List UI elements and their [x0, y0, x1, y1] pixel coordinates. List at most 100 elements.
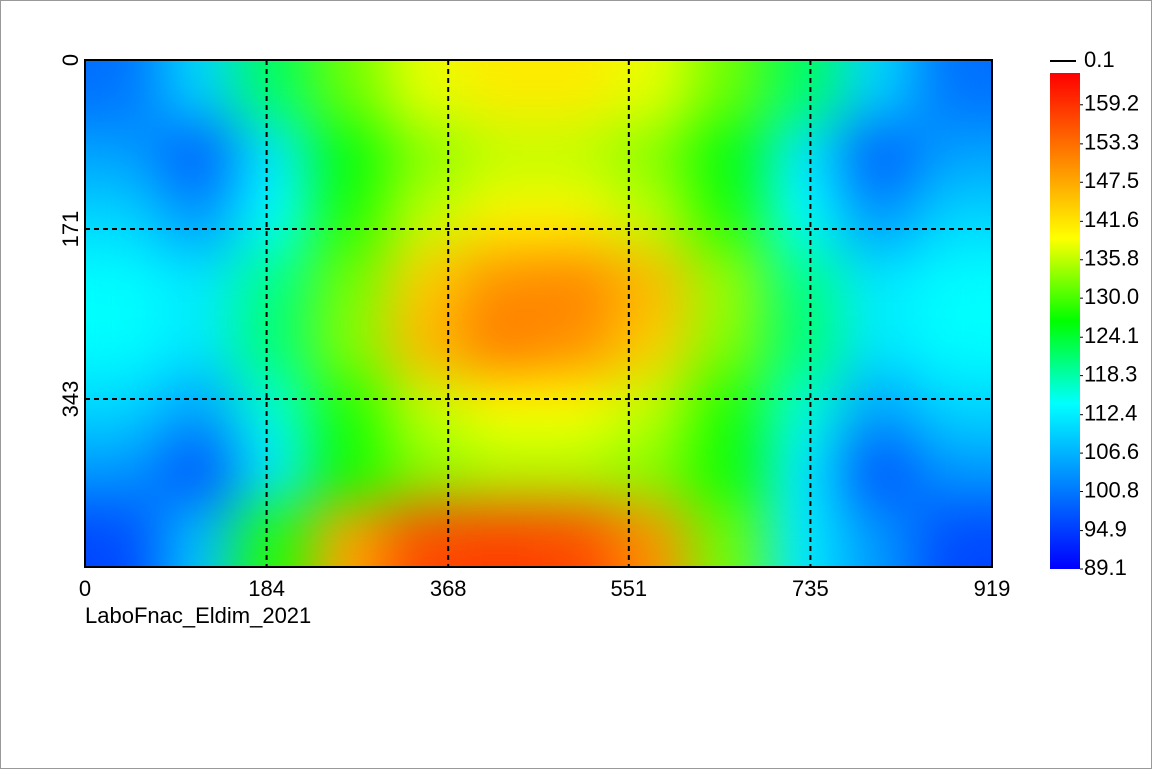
heat-cell — [689, 439, 766, 505]
heat-cell — [538, 376, 615, 441]
heat-cell — [915, 313, 992, 378]
heat-cell — [538, 439, 615, 505]
heat-cell — [85, 313, 162, 378]
heat-cell — [915, 249, 992, 314]
heat-cell — [538, 186, 615, 251]
heat-cell — [311, 186, 388, 251]
heat-cell — [613, 249, 691, 314]
colorbar-tick-label: 135.8 — [1084, 246, 1139, 271]
heat-cell — [840, 60, 917, 124]
heat-cell — [764, 313, 842, 378]
heat-cell — [235, 249, 313, 314]
colorbar-tick-label: 112.4 — [1084, 401, 1137, 426]
heat-cell — [538, 60, 615, 124]
heatmap-clip — [85, 60, 992, 567]
colorbar-tick-label: 141.6 — [1084, 207, 1139, 232]
heat-cell — [613, 313, 691, 378]
heat-cell — [160, 376, 237, 441]
heat-cell — [613, 376, 691, 441]
heat-cell — [386, 249, 464, 314]
heat-cell — [538, 503, 615, 567]
heat-cell — [764, 503, 842, 567]
heat-cell — [160, 122, 237, 188]
heat-cell — [85, 186, 162, 251]
heat-cell — [235, 376, 313, 441]
heat-cell — [689, 503, 766, 567]
colorbar-tick-label: 124.1 — [1084, 323, 1139, 348]
footer: LaboFnac_Eldim_2021 — [85, 603, 311, 628]
heatmap-cells — [85, 60, 992, 567]
heat-cell — [235, 503, 313, 567]
heat-cell — [764, 186, 842, 251]
x-tick-label: 0 — [79, 576, 91, 601]
heat-cell — [160, 60, 237, 124]
colorbar-tick-label: 89.1 — [1084, 555, 1127, 580]
heat-cell — [462, 439, 539, 505]
heat-cell — [840, 439, 917, 505]
heat-cell — [85, 122, 162, 188]
heat-cell — [840, 122, 917, 188]
heat-cell — [160, 186, 237, 251]
heat-cell — [160, 313, 237, 378]
heat-cell — [689, 249, 766, 314]
heat-cell — [85, 376, 162, 441]
x-tick-label: 184 — [248, 576, 285, 601]
x-tick-label: 919 — [974, 576, 1011, 601]
heat-cell — [915, 186, 992, 251]
heat-cell — [386, 122, 464, 188]
heat-cell — [311, 503, 388, 567]
heat-cell — [915, 60, 992, 124]
heat-cell — [462, 122, 539, 188]
heat-cell — [915, 439, 992, 505]
heat-cell — [85, 60, 162, 124]
heat-cell — [462, 60, 539, 124]
heat-cell — [613, 439, 691, 505]
x-tick-label: 368 — [430, 576, 467, 601]
heat-cell — [613, 186, 691, 251]
heat-cell — [840, 313, 917, 378]
heat-cell — [311, 376, 388, 441]
heat-cell — [840, 503, 917, 567]
heat-cell — [915, 122, 992, 188]
heat-cell — [311, 60, 388, 124]
heat-cell — [462, 503, 539, 567]
heat-cell — [538, 122, 615, 188]
heat-cell — [764, 439, 842, 505]
colorbar — [1050, 73, 1080, 569]
colorbar-tick-label: 100.8 — [1084, 477, 1139, 502]
heat-cell — [386, 439, 464, 505]
heat-cell — [689, 122, 766, 188]
y-tick-label: 171 — [58, 211, 83, 248]
heat-cell — [764, 376, 842, 441]
heat-cell — [915, 376, 992, 441]
heat-cell — [764, 122, 842, 188]
heat-cell — [840, 249, 917, 314]
heat-cell — [462, 313, 539, 378]
heat-cell — [235, 313, 313, 378]
heat-cell — [689, 60, 766, 124]
heat-cell — [311, 122, 388, 188]
colorbar-tick-label: 153.3 — [1084, 130, 1139, 155]
heat-cell — [613, 503, 691, 567]
legend-line-label: 0.1 — [1084, 47, 1115, 72]
heat-cell — [235, 122, 313, 188]
x-tick-label: 735 — [792, 576, 829, 601]
colorbar-tick-label: 118.3 — [1084, 361, 1137, 386]
heat-cell — [689, 186, 766, 251]
y-tick-label: 343 — [58, 381, 83, 418]
heat-cell — [538, 249, 615, 314]
heat-cell — [386, 503, 464, 567]
heat-cell — [915, 503, 992, 567]
heat-cell — [462, 186, 539, 251]
heat-cell — [160, 503, 237, 567]
heat-cell — [160, 249, 237, 314]
heat-cell — [386, 60, 464, 124]
colorbar-tick-label: 147.5 — [1084, 168, 1139, 193]
heat-cell — [235, 439, 313, 505]
heat-cell — [386, 376, 464, 441]
heat-cell — [85, 249, 162, 314]
heat-cell — [689, 313, 766, 378]
heat-cell — [840, 376, 917, 441]
y-tick-label: 0 — [58, 54, 83, 66]
